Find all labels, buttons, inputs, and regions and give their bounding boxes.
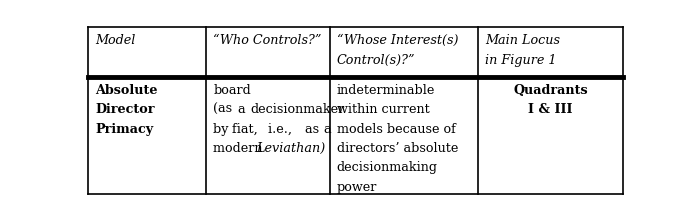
Text: Absolute: Absolute — [95, 84, 158, 97]
Text: Quadrants: Quadrants — [514, 84, 588, 97]
Text: Leviathan): Leviathan) — [256, 142, 325, 155]
Text: Director: Director — [95, 103, 155, 116]
Text: fiat,: fiat, — [232, 123, 262, 136]
Text: indeterminable: indeterminable — [337, 84, 435, 97]
Text: Model: Model — [95, 34, 136, 47]
Text: Control(s)?”: Control(s)?” — [337, 54, 415, 66]
Text: i.e.,: i.e., — [269, 123, 296, 136]
Text: a: a — [323, 123, 331, 136]
Text: modern: modern — [213, 142, 266, 155]
Text: a: a — [238, 103, 249, 116]
Text: within current: within current — [337, 103, 430, 116]
Text: in Figure 1: in Figure 1 — [485, 54, 557, 66]
Text: models because of: models because of — [337, 123, 456, 136]
Text: “Whose Interest(s): “Whose Interest(s) — [337, 34, 458, 47]
Text: Main Locus: Main Locus — [485, 34, 560, 47]
Text: decisionmaking: decisionmaking — [337, 161, 438, 174]
Text: directors’ absolute: directors’ absolute — [337, 142, 458, 155]
Text: as: as — [305, 123, 323, 136]
Text: (as: (as — [213, 103, 236, 116]
Text: “Who Controls?”: “Who Controls?” — [213, 34, 321, 47]
Text: by: by — [213, 123, 232, 136]
Text: power: power — [337, 181, 378, 194]
Text: Primacy: Primacy — [95, 123, 153, 136]
Text: board: board — [213, 84, 251, 97]
Text: decisionmaker: decisionmaker — [250, 103, 344, 116]
Text: I & III: I & III — [528, 103, 573, 116]
